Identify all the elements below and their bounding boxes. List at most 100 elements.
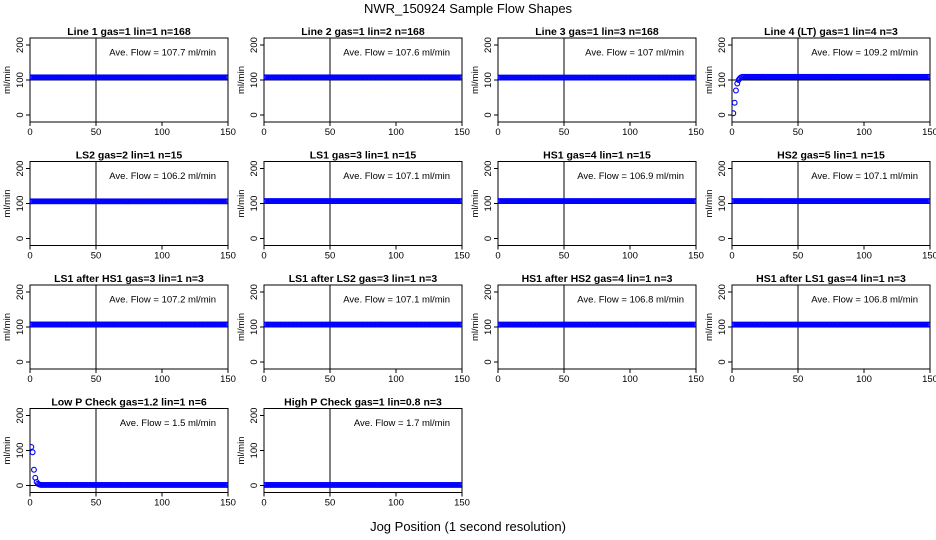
data-points: [732, 73, 930, 117]
data-point: [732, 110, 737, 117]
panel-title: HS1 gas=4 lin=1 n=15: [543, 150, 651, 162]
x-tick-label: 0: [495, 251, 500, 262]
data-point: [30, 444, 35, 450]
x-tick-label: 150: [454, 498, 470, 509]
y-tick-label: 100: [15, 319, 26, 335]
x-tick-label: 50: [559, 374, 570, 385]
panel-5: LS2 gas=2 lin=1 n=15 0 50 100 150 0 100 200 ml/m…: [2, 150, 236, 262]
y-tick-label: 200: [717, 161, 728, 177]
y-tick-label: 100: [483, 196, 494, 212]
x-tick-label: 0: [495, 127, 500, 138]
data-points: [264, 321, 462, 328]
y-tick-label: 200: [483, 284, 494, 300]
x-tick-label: 100: [154, 251, 170, 262]
y-tick-label: 0: [717, 112, 728, 117]
panel-title: Low P Check gas=1.2 lin=1 n=6: [51, 397, 206, 409]
x-tick-label: 150: [922, 251, 936, 262]
data-point: [225, 198, 228, 205]
y-axis-label: ml/min: [236, 190, 247, 218]
y-tick-label: 100: [249, 443, 260, 459]
y-tick-label: 100: [717, 72, 728, 88]
y-axis-label: ml/min: [236, 313, 247, 341]
y-tick-label: 0: [483, 236, 494, 241]
y-tick-label: 200: [483, 161, 494, 177]
x-tick-label: 0: [261, 374, 266, 385]
y-tick-label: 0: [15, 236, 26, 241]
x-tick-label: 0: [729, 374, 734, 385]
y-tick-label: 100: [483, 319, 494, 335]
x-tick-label: 100: [388, 251, 404, 262]
data-point: [459, 198, 462, 204]
y-tick-label: 0: [249, 483, 260, 488]
y-tick-label: 200: [15, 284, 26, 300]
data-point: [693, 74, 696, 81]
y-axis-label: ml/min: [704, 66, 715, 94]
x-tick-label: 50: [793, 251, 804, 262]
x-tick-label: 0: [261, 127, 266, 138]
x-tick-label: 0: [27, 127, 32, 138]
average-flow-annotation: Ave. Flow = 107.7 ml/min: [109, 48, 216, 59]
data-point: [693, 321, 696, 328]
y-tick-label: 200: [15, 408, 26, 424]
panel-2: Line 2 gas=1 lin=2 n=168 0 50 100 150 0 100 200…: [236, 26, 470, 138]
y-axis-label: ml/min: [2, 437, 13, 465]
x-tick-label: 100: [388, 498, 404, 509]
panel-title: Line 3 gas=1 lin=3 n=168: [535, 26, 659, 38]
panel-11: HS1 after HS2 gas=4 lin=1 n=3 0 50 100 150 0 1…: [470, 273, 704, 385]
data-points: [30, 444, 228, 488]
data-points: [264, 74, 462, 81]
average-flow-annotation: Ave. Flow = 107.6 ml/min: [343, 48, 450, 59]
x-tick-label: 0: [729, 251, 734, 262]
data-points: [732, 321, 930, 328]
y-tick-label: 0: [249, 112, 260, 117]
y-tick-label: 100: [483, 72, 494, 88]
x-tick-label: 150: [220, 127, 236, 138]
x-tick-label: 150: [454, 374, 470, 385]
data-points: [498, 74, 696, 81]
x-tick-label: 100: [622, 374, 638, 385]
x-tick-label: 100: [856, 127, 872, 138]
data-point: [927, 321, 930, 328]
x-tick-label: 150: [688, 374, 704, 385]
data-points: [264, 481, 462, 488]
average-flow-annotation: Ave. Flow = 107.1 ml/min: [343, 295, 450, 306]
panel-12: HS1 after LS1 gas=4 lin=1 n=3 0 50 100 150 0 1…: [704, 273, 936, 385]
y-tick-label: 200: [15, 161, 26, 177]
y-axis-label: ml/min: [470, 313, 481, 341]
panel-title: High P Check gas=1 lin=0.8 n=3: [284, 397, 442, 409]
panel-7: HS1 gas=4 lin=1 n=15 0 50 100 150 0 100 200 ml/m…: [470, 150, 704, 262]
data-point: [30, 449, 36, 456]
average-flow-annotation: Ave. Flow = 1.7 ml/min: [354, 418, 450, 429]
x-tick-label: 150: [220, 251, 236, 262]
data-point: [459, 321, 462, 328]
data-points: [30, 198, 228, 205]
data-points: [30, 74, 228, 81]
data-points: [498, 321, 696, 328]
data-point: [693, 198, 696, 205]
x-tick-label: 100: [388, 127, 404, 138]
y-axis-label: ml/min: [470, 66, 481, 94]
y-tick-label: 100: [717, 319, 728, 335]
x-tick-label: 100: [622, 127, 638, 138]
y-tick-label: 0: [15, 112, 26, 117]
y-tick-label: 0: [15, 483, 26, 488]
y-tick-label: 200: [249, 408, 260, 424]
data-point: [733, 87, 739, 94]
data-points: [264, 198, 462, 204]
panel-6: LS1 gas=3 lin=1 n=15 0 50 100 150 0 100 200 ml/m…: [236, 150, 470, 262]
panel-4: Line 4 (LT) gas=1 lin=4 n=3 0 50 100 150 0 100…: [704, 26, 936, 138]
average-flow-annotation: Ave. Flow = 106.9 ml/min: [577, 171, 684, 182]
panel-8: HS2 gas=5 lin=1 n=15 0 50 100 150 0 100 200 ml/m…: [704, 150, 936, 262]
x-tick-label: 100: [856, 374, 872, 385]
x-tick-label: 150: [220, 374, 236, 385]
x-tick-label: 50: [559, 127, 570, 138]
panel-title: LS1 after LS2 gas=3 lin=1 n=3: [289, 273, 438, 285]
page-x-axis-label: Jog Position (1 second resolution): [370, 519, 566, 534]
y-axis-label: ml/min: [236, 437, 247, 465]
panel-10: LS1 after LS2 gas=3 lin=1 n=3 0 50 100 150 0 1…: [236, 273, 470, 385]
x-tick-label: 50: [325, 374, 336, 385]
y-tick-label: 200: [249, 37, 260, 53]
panel-title: LS1 after HS1 gas=3 lin=1 n=3: [54, 273, 204, 285]
y-axis-label: ml/min: [704, 190, 715, 218]
